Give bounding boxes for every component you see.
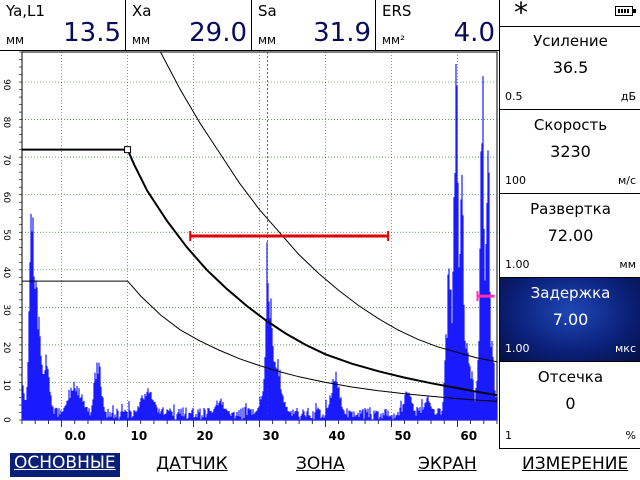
readout-value: 31.9 <box>313 18 371 48</box>
param-reject[interactable]: Отсечка 0 1 % <box>500 362 640 449</box>
param-gain[interactable]: Усиление 36.5 0.5 дБ <box>500 26 640 110</box>
readout-value: 4.0 <box>453 18 495 48</box>
readout-unit: мм <box>258 33 277 47</box>
menu-gate[interactable]: ЗОНА <box>296 454 345 474</box>
y-tick-label: 10 <box>1 379 11 391</box>
param-velocity[interactable]: Скорость 3230 100 м/с <box>500 110 640 194</box>
param-name: Развертка <box>530 200 611 218</box>
a-scan-svg: 0.0 10 20 30 40 50 60 0 10 20 30 40 50 60 70 80 90 <box>1 51 498 443</box>
param-name: Отсечка <box>537 368 604 386</box>
param-unit: м/с <box>617 174 636 187</box>
param-value: 36.5 <box>552 58 589 77</box>
param-name: Скорость <box>533 116 608 134</box>
x-tick-label: 50 <box>394 429 411 443</box>
y-tick-label: 40 <box>1 267 11 279</box>
x-tick-label: 10 <box>131 429 148 443</box>
param-unit: мкс <box>615 342 636 355</box>
readout-label: Ya,L1 <box>6 2 45 20</box>
menu-main[interactable]: ОСНОВНЫЕ <box>10 453 120 477</box>
dac-upper-curve <box>160 51 498 363</box>
readout-ya-l1: Ya,L1 мм 13.5 <box>0 0 126 50</box>
param-name: Задержка <box>530 284 611 302</box>
battery-icon <box>615 6 636 16</box>
asterisk-icon: * <box>514 0 528 29</box>
readout-label: Sa <box>258 2 277 20</box>
param-step: 1.00 <box>505 258 530 271</box>
readout-ers: ERS мм² 4.0 <box>376 0 499 50</box>
readout-xa: Xa мм 29.0 <box>126 0 252 50</box>
x-tick-label: 40 <box>328 429 345 443</box>
readout-label: ERS <box>382 2 412 20</box>
param-value: 3230 <box>550 142 591 161</box>
signal-trace <box>21 64 498 421</box>
param-value: 7.00 <box>552 310 589 329</box>
menu-measure[interactable]: ИЗМЕРЕНИЕ <box>522 454 629 474</box>
x-tick-label: 30 <box>263 429 280 443</box>
readout-unit: мм² <box>382 33 405 47</box>
dac-lower-curve <box>22 280 498 402</box>
readout-value: 29.0 <box>189 18 247 48</box>
bottom-menu: ОСНОВНЫЕ ДАТЧИК ЗОНА ЭКРАН ИЗМЕРЕНИЕ <box>0 449 640 480</box>
readout-unit: мм <box>132 33 151 47</box>
status-bar: * <box>500 0 640 29</box>
y-tick-label: 60 <box>1 192 11 204</box>
param-range[interactable]: Развертка 72.00 1.00 мм <box>500 194 640 278</box>
dac-node-marker <box>124 146 132 154</box>
menu-screen[interactable]: ЭКРАН <box>418 454 477 474</box>
param-unit: дБ <box>620 90 636 103</box>
menu-probe[interactable]: ДАТЧИК <box>156 454 228 474</box>
param-value: 72.00 <box>547 226 594 245</box>
y-tick-label: 0 <box>1 417 11 423</box>
readout-bar: Ya,L1 мм 13.5 Xa мм 29.0 Sa мм 31.9 ERS … <box>0 0 499 51</box>
param-unit: % <box>625 429 636 442</box>
y-tick-label: 20 <box>1 342 11 354</box>
param-step: 0.5 <box>505 90 523 103</box>
readout-sa: Sa мм 31.9 <box>252 0 376 50</box>
parameter-panel: * Усиление 36.5 0.5 дБ Скорость 3230 100… <box>499 0 640 449</box>
param-step: 1.00 <box>505 342 530 355</box>
param-step: 1 <box>505 429 512 442</box>
a-scan-plot[interactable]: 0.0 10 20 30 40 50 60 0 10 20 30 40 50 60 70 80 90 <box>0 50 499 449</box>
readout-label: Xa <box>132 2 152 20</box>
param-step: 100 <box>505 174 526 187</box>
dac-main-curve <box>22 148 498 397</box>
y-tick-label: 80 <box>1 117 11 129</box>
x-tick-label: 60 <box>460 429 477 443</box>
readout-value: 13.5 <box>63 18 121 48</box>
param-name: Усиление <box>533 32 608 50</box>
y-tick-label: 70 <box>1 154 11 166</box>
readout-unit: мм <box>6 33 25 47</box>
param-delay[interactable]: Задержка 7.00 1.00 мкс <box>500 278 640 362</box>
y-tick-label: 50 <box>1 229 11 241</box>
param-value: 0 <box>565 394 576 413</box>
y-tick-label: 30 <box>1 304 11 316</box>
x-tick-label: 0.0 <box>65 429 86 443</box>
y-tick-label: 90 <box>1 79 11 91</box>
param-unit: мм <box>619 258 636 271</box>
x-tick-label: 20 <box>197 429 214 443</box>
